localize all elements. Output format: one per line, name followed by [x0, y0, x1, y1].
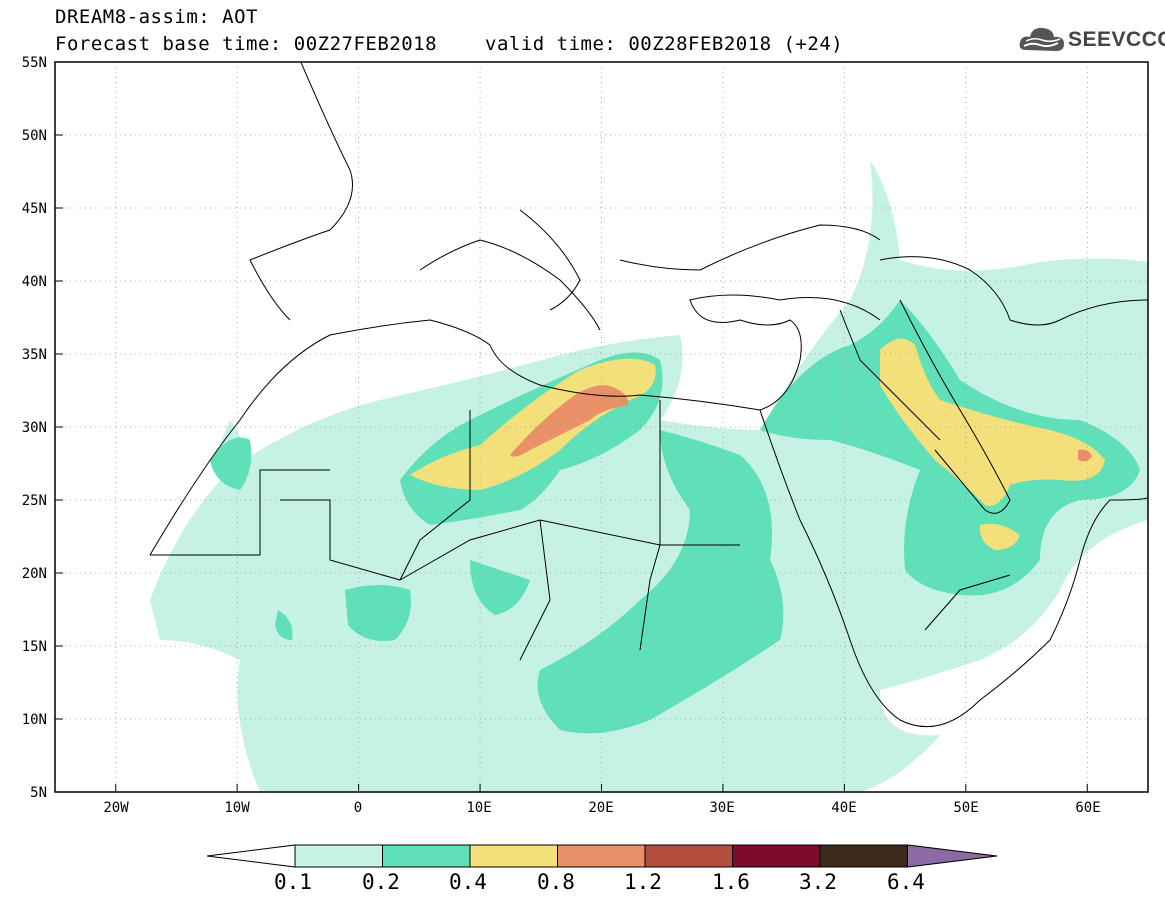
lat-label: 50N — [22, 128, 47, 144]
lat-label: 40N — [22, 274, 47, 290]
colorbar-swatch — [557, 844, 646, 868]
lat-label: 10N — [22, 712, 47, 728]
lon-label: 60E — [1075, 800, 1100, 816]
lon-label: 50E — [953, 800, 978, 816]
aot-band-0.8 — [510, 385, 1092, 462]
lat-label: 35N — [22, 347, 47, 363]
colorbar-right-arrow — [907, 844, 998, 868]
lat-label: 30N — [22, 420, 47, 436]
lon-label: 40E — [831, 800, 856, 816]
axis-ticks — [55, 61, 1088, 793]
colorbar-label: 6.4 — [887, 870, 925, 894]
lat-label: 15N — [22, 639, 47, 655]
lat-label: 20N — [22, 566, 47, 582]
colorbar-label: 0.2 — [362, 870, 400, 894]
colorbar-label: 0.8 — [537, 870, 575, 894]
lat-label: 45N — [22, 201, 47, 217]
colorbar-label: 3.2 — [799, 870, 837, 894]
map-title: DREAM8-assim: AOT — [55, 6, 258, 28]
colorbar-swatch — [382, 844, 471, 868]
forecast-times: Forecast base time: 00Z27FEB2018 valid ti… — [55, 33, 843, 55]
colorbar-label: 0.4 — [449, 870, 487, 894]
cloud-logo-icon — [1019, 27, 1064, 51]
lon-label: 20E — [588, 800, 613, 816]
lat-label: 5N — [30, 785, 47, 801]
colorbar-swatch — [644, 844, 733, 868]
lon-label: 10W — [224, 800, 250, 816]
graticule — [55, 62, 1148, 792]
colorbar-swatch — [469, 844, 558, 868]
lat-label: 55N — [22, 55, 47, 71]
colorbar-swatch — [819, 844, 908, 868]
lon-label: 10E — [466, 800, 491, 816]
colorbar-swatch — [732, 844, 821, 868]
colorbar-label: 0.1 — [274, 870, 312, 894]
lat-label: 25N — [22, 493, 47, 509]
colorbar — [206, 844, 998, 868]
lat-labels: 55N 50N 45N 40N 35N 30N 25N 20N 15N 10N … — [22, 55, 47, 801]
colorbar-label: 1.2 — [624, 870, 662, 894]
colorbar-label: 1.6 — [712, 870, 750, 894]
lon-label: 30E — [709, 800, 734, 816]
valid-time: valid time: 00Z28FEB2018 (+24) — [485, 33, 844, 55]
lon-labels: 20W 10W 0 10E 20E 30E 40E 50E 60E — [103, 800, 1100, 816]
aot-field — [150, 160, 1148, 792]
coastlines — [149, 62, 1148, 728]
colorbar-swatch — [294, 844, 383, 868]
base-time: Forecast base time: 00Z27FEB2018 — [55, 33, 438, 55]
lon-label: 20W — [103, 800, 129, 816]
lon-label: 0 — [354, 800, 362, 816]
colorbar-left-arrow — [206, 844, 296, 868]
logo-text: SEEVCCC — [1068, 28, 1165, 51]
seevccc-logo: SEEVCCC — [1018, 20, 1165, 60]
